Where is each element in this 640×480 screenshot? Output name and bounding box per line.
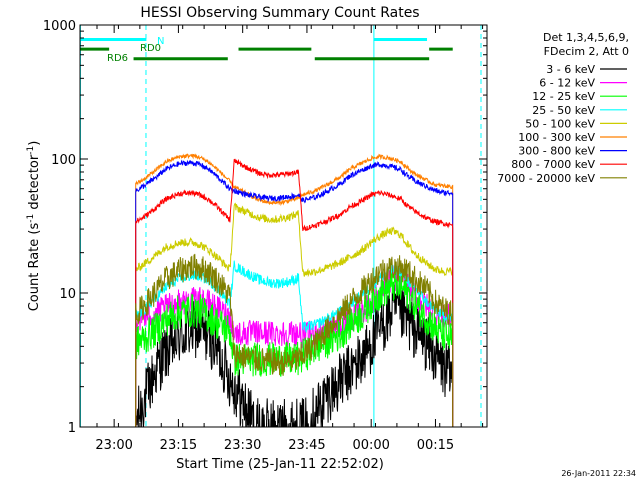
state-bar-label: RD0 [140,43,161,54]
y-tick-label: 100 [51,153,76,168]
x-tick-label: 00:15 [417,438,454,453]
legend-entry-label: 50 - 100 keV [525,117,595,130]
y-axis: 1 10 100 1000 [43,19,487,436]
y-axis-label-sup: -1 [26,214,36,223]
series-path [135,281,454,427]
y-tick-label: 1 [68,421,76,436]
plot-frame [79,24,488,428]
legend-header: FDecim 2, Att 0 [544,45,629,58]
legend-entry-label: 7000 - 20000 keV [497,172,595,185]
legend-entry-label: 800 - 7000 keV [511,158,595,171]
y-axis-label: Count Rate (s-1 detector-1) [26,141,42,312]
series-path [135,202,454,427]
y-axis-label-part: Count Rate (s [27,223,42,312]
legend: Det 1,3,4,5,6,9,FDecim 2, Att 0 3 - 6 keV… [497,31,629,185]
series-line [135,153,454,427]
series-path [135,253,454,427]
legend-entry-label: 12 - 25 keV [532,90,595,103]
series-line [135,202,454,427]
legend-entry-label: 6 - 12 keV [539,77,595,90]
state-bar-label: RD6 [107,53,128,64]
series-path [135,153,454,427]
series-line [135,268,454,427]
legend-entry-label: 25 - 50 keV [532,104,595,117]
y-axis-label-part: ) [27,141,42,146]
chart-title: HESSI Observing Summary Count Rates [140,5,419,21]
y-tick-label: 1000 [43,19,76,34]
x-axis-label: Start Time (25-Jan-11 22:52:02) [176,457,384,472]
x-tick-label: 23:15 [160,438,197,453]
x-tick-label: 23:45 [288,438,325,453]
y-axis-label-sup: -1 [26,146,36,155]
series-line [135,159,454,427]
legend-entry-label: 300 - 800 keV [518,145,595,158]
legend-entry-label: 3 - 6 keV [546,63,595,76]
series-line [135,253,454,427]
legend-entry-label: 100 - 300 keV [518,131,595,144]
series-line [135,158,454,427]
series-path [135,158,454,427]
legend-header: Det 1,3,4,5,6,9, [543,31,629,44]
series-path [135,159,454,427]
y-tick-label: 10 [59,287,76,302]
series-line [135,281,454,427]
timestamp: 26-Jan-2011 22:34 [561,469,636,478]
x-tick-label: 23:30 [224,438,261,453]
state-bar-label: N [157,36,164,47]
x-tick-label: 00:00 [352,438,389,453]
x-axis: 23:00 23:15 23:30 23:45 00:00 00:15 [95,25,484,453]
y-axis-label-part: detector [27,154,42,214]
series-path [135,268,454,427]
x-tick-label: 23:00 [95,438,132,453]
